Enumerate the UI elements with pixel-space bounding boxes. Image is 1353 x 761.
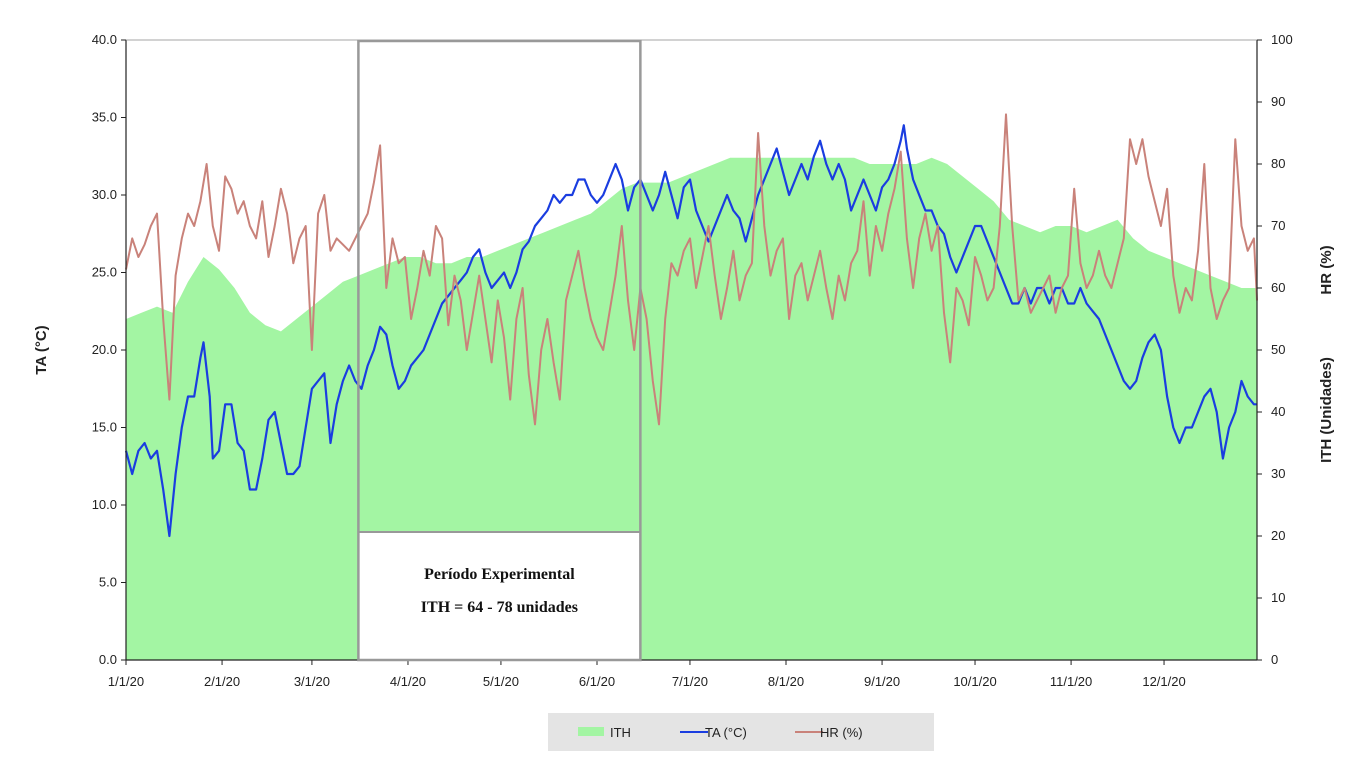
left-tick-label: 15.0 — [92, 420, 117, 435]
right-axis-ticks: 0 10 20 30 40 50 60 70 80 90 100 — [1257, 32, 1293, 667]
right-tick-label: 20 — [1271, 528, 1285, 543]
x-tick-label: 12/1/20 — [1142, 674, 1185, 689]
annotation-box-fill — [358, 532, 641, 660]
legend-label: HR (%) — [820, 725, 863, 740]
left-tick-label: 25.0 — [92, 265, 117, 280]
right-tick-label: 80 — [1271, 156, 1285, 171]
x-tick-label: 1/1/20 — [108, 674, 144, 689]
right-tick-label: 90 — [1271, 94, 1285, 109]
right-tick-label: 40 — [1271, 404, 1285, 419]
x-tick-label: 10/1/20 — [953, 674, 996, 689]
hr-line-group — [125, 113, 1258, 426]
ta-line-group — [124, 124, 1257, 538]
legend: ITH TA (°C) HR (%) — [548, 713, 934, 751]
left-tick-label: 30.0 — [92, 187, 117, 202]
ta-line — [124, 124, 1257, 538]
right-axis-label-hr: HR (%) — [1318, 245, 1335, 294]
annotation-line-2: ITH = 64 - 78 unidades — [421, 599, 578, 616]
ith-area-group — [126, 157, 1257, 661]
x-tick-label: 5/1/20 — [483, 674, 519, 689]
left-tick-label: 20.0 — [92, 342, 117, 357]
x-tick-label: 9/1/20 — [864, 674, 900, 689]
annotation-box: Período Experimental ITH = 64 - 78 unida… — [421, 566, 578, 616]
right-axis-label-ith: ITH (Unidades) — [1318, 357, 1335, 463]
x-tick-label: 2/1/20 — [204, 674, 240, 689]
right-tick-label: 10 — [1271, 590, 1285, 605]
x-tick-label: 11/1/20 — [1050, 674, 1092, 689]
x-tick-label: 8/1/20 — [768, 674, 804, 689]
legend-background — [548, 713, 934, 751]
x-tick-label: 6/1/20 — [579, 674, 615, 689]
experimental-period-box — [357, 39, 642, 662]
legend-label: ITH — [610, 725, 631, 740]
legend-label: TA (°C) — [705, 725, 747, 740]
right-tick-label: 30 — [1271, 466, 1285, 481]
right-tick-label: 60 — [1271, 280, 1285, 295]
x-axis-ticks: 1/1/20 2/1/20 3/1/20 4/1/20 5/1/20 6/1/20 7/1/… — [108, 660, 1186, 689]
left-axis-ticks: 0.0 5.0 10.0 15.0 20.0 25.0 30.0 35.0 40.0 — [92, 32, 126, 667]
right-tick-label: 50 — [1271, 342, 1285, 357]
legend-swatch-ith — [578, 727, 604, 736]
x-tick-label: 7/1/20 — [672, 674, 708, 689]
left-tick-label: 0.0 — [99, 652, 117, 667]
ith-area — [126, 157, 1257, 661]
x-tick-label: 4/1/20 — [390, 674, 426, 689]
left-tick-label: 40.0 — [92, 32, 117, 47]
right-tick-label: 100 — [1271, 32, 1293, 47]
hr-line — [125, 113, 1258, 426]
left-tick-label: 10.0 — [92, 497, 117, 512]
left-tick-label: 5.0 — [99, 575, 117, 590]
x-tick-label: 3/1/20 — [294, 674, 330, 689]
annotation-line-1: Período Experimental — [424, 566, 575, 583]
left-tick-label: 35.0 — [92, 110, 117, 125]
annotation-box-outline — [357, 39, 642, 662]
left-axis-label: TA (°C) — [33, 325, 50, 374]
right-tick-label: 0 — [1271, 652, 1278, 667]
right-tick-label: 70 — [1271, 218, 1285, 233]
